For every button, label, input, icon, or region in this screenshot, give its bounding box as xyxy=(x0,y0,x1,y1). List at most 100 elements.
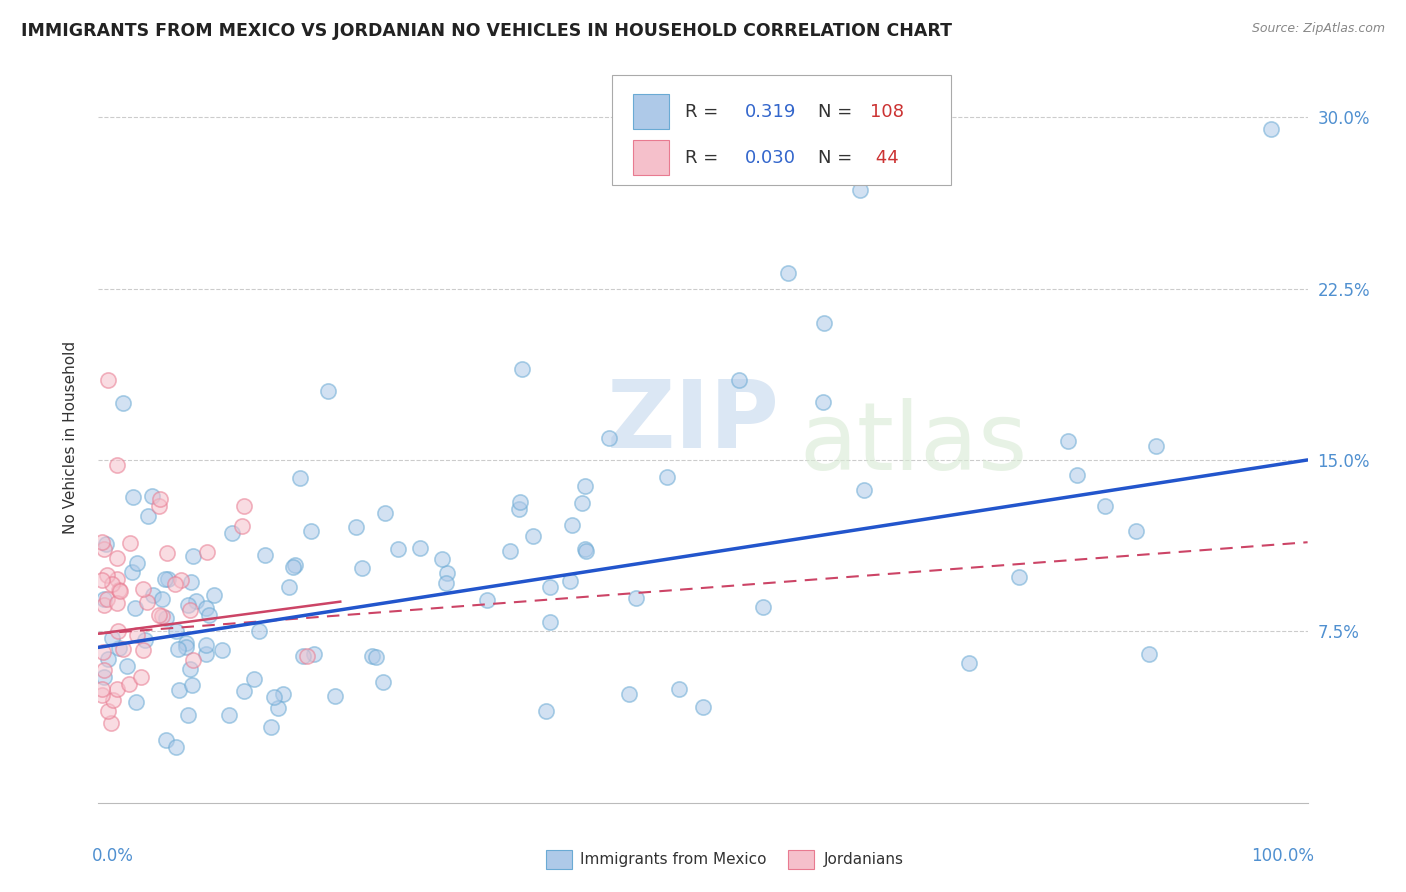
Point xyxy=(96,591,118,606)
Point xyxy=(267,701,290,715)
Point xyxy=(179,662,201,676)
Point xyxy=(170,573,193,587)
Point xyxy=(574,541,596,556)
Bar xyxy=(787,850,814,869)
Point xyxy=(180,678,202,692)
Point xyxy=(436,575,458,590)
Point xyxy=(97,705,120,719)
Point xyxy=(91,682,114,697)
Point xyxy=(231,519,253,533)
Point xyxy=(776,266,799,280)
Point xyxy=(129,670,152,684)
Point xyxy=(1125,524,1147,538)
Point xyxy=(93,542,115,557)
Point xyxy=(692,699,714,714)
Point xyxy=(202,589,225,603)
Point xyxy=(813,316,835,330)
Point xyxy=(668,681,690,696)
Point xyxy=(156,546,179,560)
Point xyxy=(121,566,143,580)
Point xyxy=(101,631,124,645)
Point xyxy=(97,651,120,665)
Point xyxy=(852,483,875,498)
Point xyxy=(619,687,641,701)
Point xyxy=(142,588,165,602)
Point xyxy=(508,501,530,516)
Point xyxy=(475,593,498,607)
Point xyxy=(387,541,409,556)
Text: 0.319: 0.319 xyxy=(745,103,797,120)
Point xyxy=(97,373,120,387)
Point xyxy=(436,566,458,581)
Point xyxy=(194,647,217,661)
Point xyxy=(195,601,218,615)
Point xyxy=(538,615,561,629)
Point xyxy=(105,681,128,696)
Point xyxy=(522,529,544,543)
Point xyxy=(271,687,294,701)
Bar xyxy=(633,94,669,129)
Point xyxy=(105,596,128,610)
Text: 0.030: 0.030 xyxy=(745,149,796,167)
Point xyxy=(957,656,980,670)
Point xyxy=(124,601,146,615)
Point xyxy=(93,599,115,613)
Point xyxy=(364,649,387,664)
Point xyxy=(100,715,122,730)
Point xyxy=(509,494,531,508)
Point xyxy=(181,653,204,667)
Point xyxy=(352,560,374,574)
Point xyxy=(93,591,115,606)
Text: R =: R = xyxy=(685,149,724,167)
Point xyxy=(811,395,834,409)
Point xyxy=(179,603,201,617)
Text: 44: 44 xyxy=(870,149,898,167)
Point xyxy=(117,659,139,673)
Point xyxy=(534,705,557,719)
Point xyxy=(110,583,132,598)
Text: 108: 108 xyxy=(870,103,904,120)
Point xyxy=(430,551,453,566)
Point xyxy=(291,648,314,663)
Point xyxy=(575,543,598,558)
Point xyxy=(127,557,149,571)
Point xyxy=(134,633,156,648)
Point xyxy=(288,471,311,485)
Point xyxy=(108,582,131,597)
Point xyxy=(361,649,384,664)
Bar xyxy=(546,850,572,869)
Point xyxy=(108,640,131,655)
Text: IMMIGRANTS FROM MEXICO VS JORDANIAN NO VEHICLES IN HOUSEHOLD CORRELATION CHART: IMMIGRANTS FROM MEXICO VS JORDANIAN NO V… xyxy=(21,22,952,40)
Point xyxy=(243,672,266,686)
Point xyxy=(174,636,197,650)
Point xyxy=(136,509,159,524)
Point xyxy=(101,693,124,707)
Point xyxy=(156,572,179,586)
Text: ZIP: ZIP xyxy=(606,376,779,468)
Point xyxy=(344,520,367,534)
Point xyxy=(96,568,118,582)
Text: Jordanians: Jordanians xyxy=(824,853,904,867)
Point xyxy=(1144,439,1167,453)
Point xyxy=(93,663,115,677)
Bar xyxy=(633,140,669,175)
Point xyxy=(254,548,277,562)
Y-axis label: No Vehicles in Household: No Vehicles in Household xyxy=(63,341,77,533)
Point xyxy=(118,677,141,691)
Point xyxy=(571,496,593,510)
Point xyxy=(186,594,208,608)
Point xyxy=(373,675,395,690)
Point xyxy=(174,640,197,655)
Text: N =: N = xyxy=(818,149,852,167)
Point xyxy=(155,733,177,747)
Point xyxy=(1137,647,1160,661)
Point xyxy=(153,573,176,587)
Point xyxy=(150,609,173,624)
Point xyxy=(122,491,145,505)
Point xyxy=(135,595,157,609)
Point xyxy=(111,396,134,410)
Point xyxy=(849,183,872,197)
Point xyxy=(100,576,122,591)
Point xyxy=(107,624,129,639)
Point xyxy=(247,624,270,638)
